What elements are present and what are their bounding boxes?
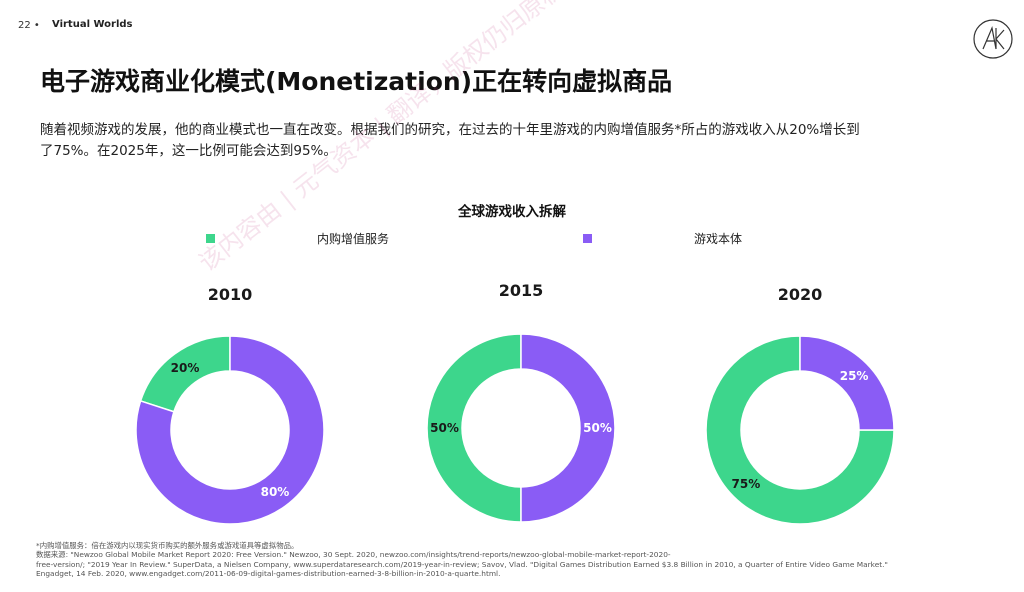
- legend-item-in-app-purchases: 内购增值服务: [206, 230, 389, 246]
- footnote-source: Engadget, 14 Feb. 2020, www.engadget.com…: [36, 569, 501, 579]
- donut-year-label: 2015: [499, 281, 544, 300]
- footnote-definition: *内购增值服务：倍在游戏内以现实货币购买的额外服务或游戏道具等虚拟物品。: [36, 541, 299, 550]
- legend-label: 游戏本体: [694, 231, 743, 246]
- donut-slice-label: 50%: [430, 421, 459, 435]
- donut-slice-label: 50%: [583, 421, 612, 435]
- donut-slice-game-base: [520, 333, 616, 523]
- footnote-source: free-version/; "2019 Year In Review." Su…: [36, 559, 888, 569]
- ak-monogram-icon: [973, 19, 1013, 59]
- donut-year-label: 2020: [778, 285, 823, 304]
- page-number: 22 •: [18, 20, 40, 31]
- donut-year-label: 2010: [208, 285, 253, 304]
- intro-paragraph: 随着视频游戏的发展，他的商业模式也一直在改变。根据我们的研究，在过去的十年里游戏…: [40, 120, 990, 162]
- donut-slice-game-base: [799, 335, 895, 431]
- intro-line-2: 了75%。在2025年，这一比例可能会达到95%。: [40, 143, 337, 159]
- donut-slice-game-base: [135, 335, 325, 525]
- donut-slice-label: 80%: [261, 485, 290, 499]
- donut-2015: 2015 50% 50%: [426, 281, 616, 523]
- donut-slice-label: 75%: [732, 477, 761, 491]
- legend-swatch: [583, 233, 592, 243]
- donut-slice-label: 20%: [171, 361, 200, 375]
- chart-title: 全球游戏收入拆解: [458, 204, 566, 220]
- footnote-source: 数据来源: "Newzoo Global Mobile Market Repor…: [36, 550, 671, 560]
- donut-slice-in-app-purchases: [426, 333, 522, 523]
- donut-charts: 2010 20% 80% 2015 50% 50% 2020 75% 25%: [135, 281, 895, 525]
- footnotes: *内购增值服务：倍在游戏内以现实货币购买的额外服务或游戏道具等虚拟物品。 数据来…: [36, 541, 996, 579]
- report-name: Virtual Worlds: [52, 19, 133, 30]
- donut-slice-in-app-purchases: [705, 335, 895, 525]
- donut-2020: 2020 75% 25%: [705, 285, 895, 525]
- donut-slice-label: 25%: [840, 369, 869, 383]
- legend-label: 内购增值服务: [317, 231, 390, 246]
- donut-2010: 2010 20% 80%: [135, 285, 325, 525]
- legend-item-game-base: 游戏本体: [583, 230, 742, 246]
- page-title: 电子游戏商业化模式(Monetization)正在转向虚拟商品: [40, 67, 673, 96]
- intro-line-1: 随着视频游戏的发展，他的商业模式也一直在改变。根据我们的研究，在过去的十年里游戏…: [40, 122, 860, 138]
- legend-swatch: [206, 233, 215, 243]
